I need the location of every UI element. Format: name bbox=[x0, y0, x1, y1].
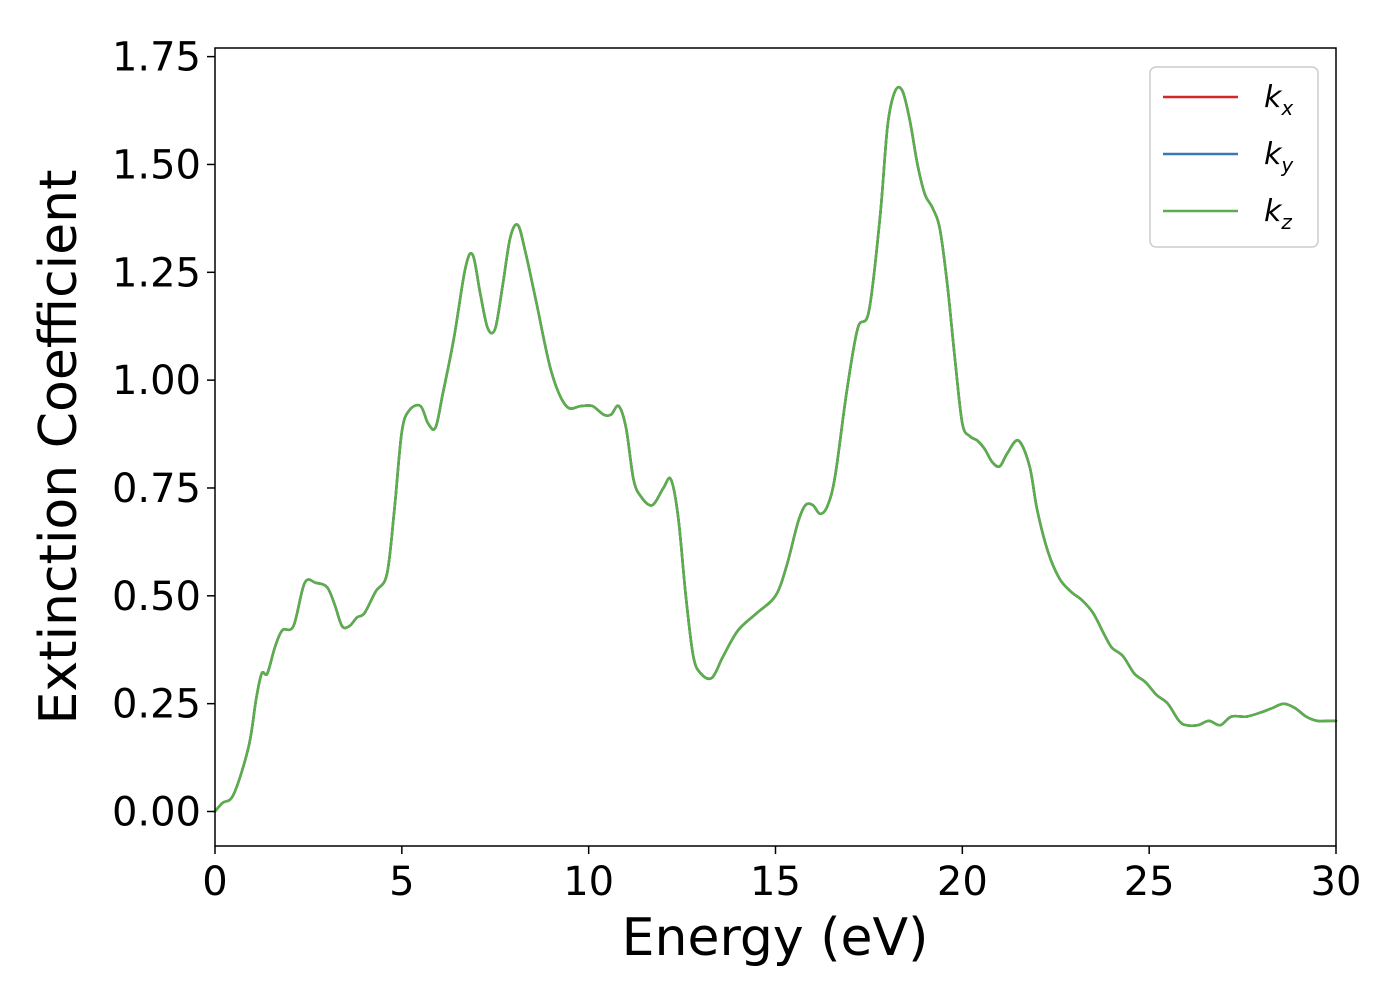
series-layer bbox=[213, 85, 1338, 813]
legend-box bbox=[1149, 66, 1319, 248]
legend-label-kz: kz bbox=[1264, 194, 1292, 234]
x-tick-label: 30 bbox=[1311, 859, 1362, 905]
y-tick-label: 0.25 bbox=[112, 682, 201, 728]
y-tick-label: 1.25 bbox=[112, 250, 201, 296]
x-tick-label: 10 bbox=[563, 859, 614, 905]
x-tick-label: 5 bbox=[389, 859, 414, 905]
y-tick-label: 0.00 bbox=[112, 789, 201, 835]
x-axis-title: Energy (eV) bbox=[622, 908, 929, 968]
legend-label-ky: ky bbox=[1264, 137, 1294, 177]
x-axis: 0 5 10 15 20 25 30 bbox=[202, 846, 1361, 905]
series-line-kz bbox=[213, 85, 1338, 813]
x-tick-label: 0 bbox=[202, 859, 227, 905]
y-tick-label: 0.75 bbox=[112, 466, 201, 512]
legend: kx ky kz bbox=[1149, 66, 1319, 248]
x-tick-label: 25 bbox=[1124, 859, 1175, 905]
y-tick-label: 1.00 bbox=[112, 358, 201, 404]
legend-label-kx: kx bbox=[1264, 80, 1293, 120]
y-tick-label: 1.50 bbox=[112, 142, 201, 188]
y-axis-title: Extinction Coefficient bbox=[29, 170, 89, 725]
y-tick-label: 1.75 bbox=[112, 35, 201, 81]
plot-area bbox=[215, 48, 1336, 846]
x-tick-label: 15 bbox=[750, 859, 801, 905]
y-axis: 0.00 0.25 0.50 0.75 1.00 1.25 1.50 1.75 bbox=[112, 35, 215, 835]
x-tick-label: 20 bbox=[937, 859, 988, 905]
y-tick-label: 0.50 bbox=[112, 574, 201, 620]
